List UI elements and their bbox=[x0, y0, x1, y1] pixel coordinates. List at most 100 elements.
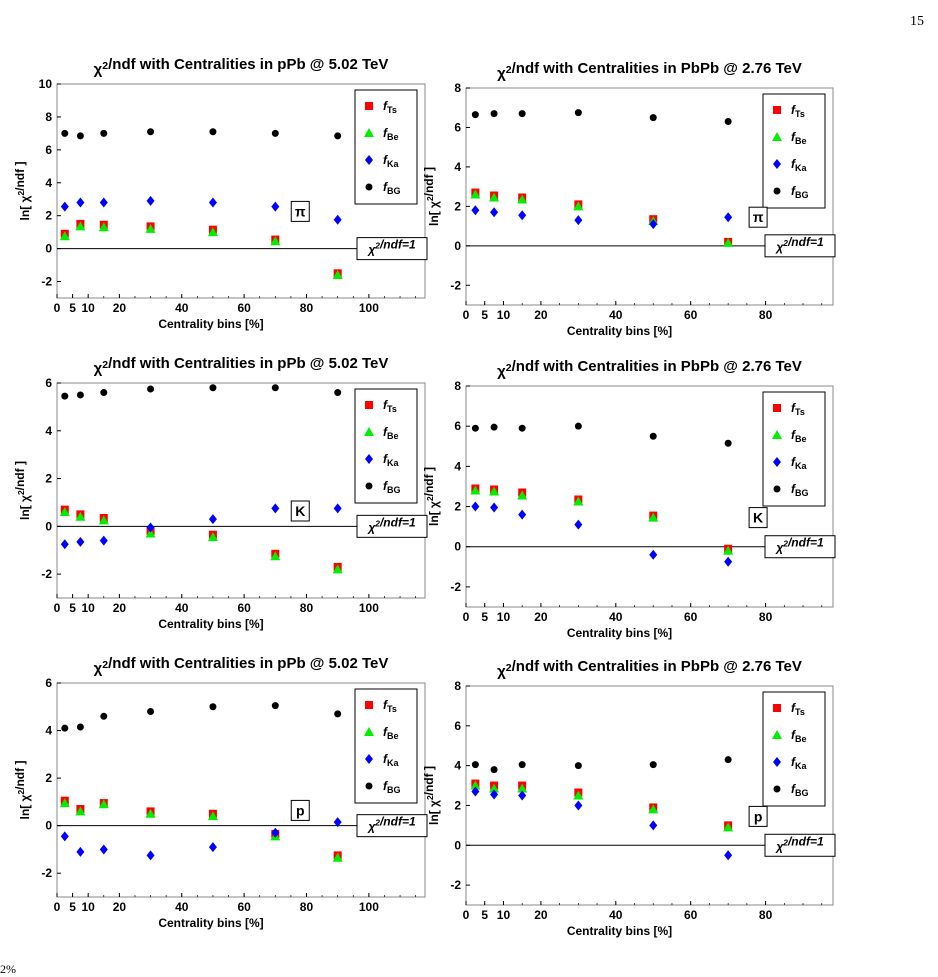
data-point bbox=[208, 514, 217, 525]
legend-label: fTs bbox=[383, 398, 397, 414]
legend-marker bbox=[365, 782, 373, 790]
page-number: 15 bbox=[910, 14, 924, 29]
data-point bbox=[649, 432, 657, 440]
reference-label: χ2/ndf=1 bbox=[774, 536, 824, 555]
data-point bbox=[145, 808, 156, 818]
y-tick-label: 2 bbox=[454, 798, 461, 812]
chart-title: χ2/ndf with Centralities in pPb @ 5.02 T… bbox=[94, 655, 389, 677]
legend-marker bbox=[772, 132, 782, 141]
x-tick-label: 5 bbox=[69, 301, 76, 315]
x-tick-label: 40 bbox=[175, 601, 189, 615]
data-point bbox=[98, 799, 109, 809]
data-point bbox=[209, 384, 217, 392]
data-point bbox=[60, 831, 69, 842]
chart-panel-1: χ2/ndf with Centralities in pPb @ 5.02 T… bbox=[13, 56, 428, 331]
data-point bbox=[207, 227, 218, 237]
data-point bbox=[98, 222, 109, 232]
data-point bbox=[490, 502, 499, 513]
data-point bbox=[332, 852, 343, 862]
legend-marker bbox=[773, 757, 781, 767]
data-point bbox=[649, 219, 658, 230]
data-point bbox=[574, 800, 583, 811]
data-point bbox=[334, 710, 342, 718]
y-axis-title: ln[ χ2/ndf ] bbox=[422, 766, 441, 825]
data-point bbox=[332, 564, 343, 574]
y-tick-label: 0 bbox=[45, 242, 52, 256]
data-point bbox=[649, 114, 657, 122]
legend-marker bbox=[365, 754, 373, 764]
data-point bbox=[574, 762, 582, 770]
data-point bbox=[724, 118, 732, 126]
legend-marker bbox=[773, 704, 781, 712]
data-point bbox=[724, 756, 732, 764]
y-axis-title: ln[ χ2/ndf ] bbox=[13, 162, 32, 221]
legend: fTs fBe fKa fBG bbox=[762, 93, 826, 209]
data-point bbox=[99, 844, 108, 855]
data-point bbox=[489, 486, 500, 496]
data-point bbox=[100, 389, 108, 397]
x-tick-label: 80 bbox=[759, 908, 773, 922]
x-tick-label: 80 bbox=[759, 610, 773, 624]
legend-label: fBG bbox=[791, 482, 809, 498]
data-point bbox=[99, 535, 108, 546]
reference-label-box bbox=[356, 514, 428, 538]
legend-label: fKa bbox=[383, 153, 399, 169]
legend-marker bbox=[365, 102, 373, 110]
x-tick-label: 10 bbox=[82, 900, 96, 914]
reference-label-box bbox=[764, 833, 836, 857]
x-tick-label: 60 bbox=[237, 601, 251, 615]
legend-label: fBe bbox=[383, 725, 399, 741]
data-point bbox=[100, 129, 108, 137]
data-point bbox=[147, 708, 155, 716]
x-tick-label: 5 bbox=[69, 900, 76, 914]
legend-label: fBe bbox=[791, 130, 807, 146]
y-tick-label: 4 bbox=[45, 176, 52, 190]
data-point bbox=[146, 522, 155, 533]
legend-label: fKa bbox=[383, 752, 399, 768]
x-tick-label: 0 bbox=[54, 301, 61, 315]
legend-marker bbox=[364, 128, 374, 137]
x-tick-label: 10 bbox=[497, 908, 511, 922]
chart-title: χ2/ndf with Centralities in PbPb @ 2.76 … bbox=[497, 60, 802, 82]
legend-marker bbox=[364, 427, 374, 436]
legend-marker bbox=[365, 183, 373, 191]
legend-label: fBG bbox=[383, 779, 401, 795]
data-point bbox=[649, 549, 658, 560]
x-axis-title: Centrality bins [%] bbox=[567, 924, 672, 938]
data-point bbox=[147, 128, 155, 136]
y-tick-label: 0 bbox=[454, 540, 461, 554]
x-tick-label: 20 bbox=[534, 610, 548, 624]
data-point bbox=[98, 515, 109, 525]
data-point bbox=[518, 424, 526, 432]
legend-label: fKa bbox=[791, 455, 807, 471]
data-point bbox=[100, 712, 108, 720]
legend-marker bbox=[773, 457, 781, 467]
data-point bbox=[61, 724, 69, 732]
legend-marker bbox=[772, 430, 782, 439]
x-tick-label: 20 bbox=[113, 601, 127, 615]
data-point bbox=[76, 132, 84, 140]
data-point bbox=[574, 519, 583, 530]
x-tick-label: 80 bbox=[759, 308, 773, 322]
plot-frame bbox=[465, 685, 834, 906]
y-tick-label: 2 bbox=[45, 209, 52, 223]
legend-marker bbox=[772, 730, 782, 739]
x-tick-label: 40 bbox=[609, 610, 623, 624]
y-tick-label: 4 bbox=[454, 160, 461, 174]
y-tick-label: 4 bbox=[454, 459, 461, 473]
data-point bbox=[60, 539, 69, 550]
data-point bbox=[76, 391, 84, 399]
data-point bbox=[518, 761, 526, 769]
data-point bbox=[271, 503, 280, 514]
data-point bbox=[518, 790, 527, 801]
data-point bbox=[723, 237, 734, 247]
chart-title: χ2/ndf with Centralities in PbPb @ 2.76 … bbox=[497, 358, 802, 380]
data-point bbox=[470, 485, 481, 495]
y-tick-label: 10 bbox=[39, 77, 53, 91]
y-tick-label: 4 bbox=[454, 759, 461, 773]
data-point bbox=[208, 842, 217, 853]
y-tick-label: 6 bbox=[45, 143, 52, 157]
data-point bbox=[517, 783, 528, 793]
legend-marker bbox=[365, 482, 373, 490]
